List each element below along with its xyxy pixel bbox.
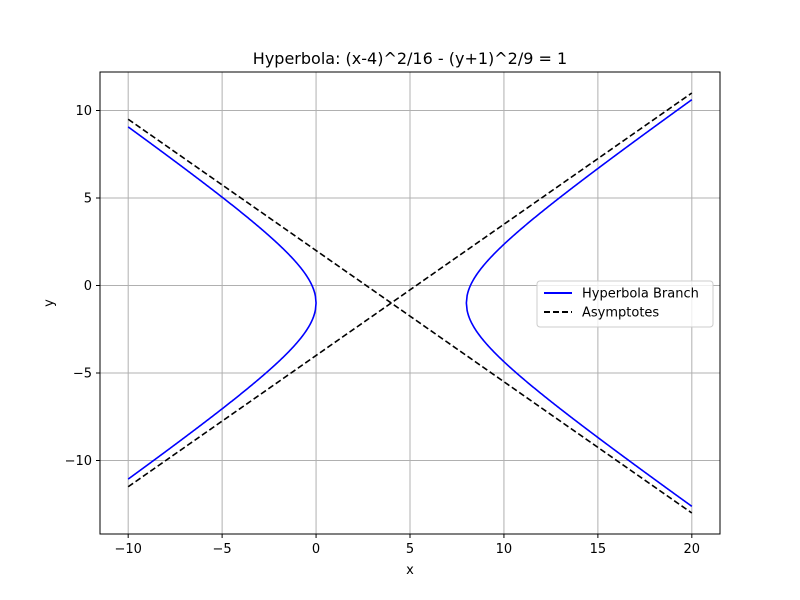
hyperbola-right-branch [465,99,693,507]
y-tick-label: −10 [65,454,92,469]
data-layer [127,92,693,514]
x-tick-label: 15 [590,542,607,557]
ticks: −10 −5 0 5 10 15 20 −10 −5 0 5 10 [65,104,701,557]
x-tick-label: −10 [114,542,141,557]
y-axis-label: y [42,299,57,307]
legend-label-hyperbola-branch: Hyperbola Branch [582,287,699,302]
legend: Hyperbola Branch Asymptotes [536,280,714,328]
asymptote-rising [127,92,693,488]
asymptote-falling [127,118,693,514]
x-tick-label: 20 [684,542,701,557]
chart-title: Hyperbola: (x-4)^2/16 - (y+1)^2/9 = 1 [253,49,567,68]
legend-label-asymptotes: Asymptotes [582,306,659,321]
hyperbola-left-branch [127,126,317,480]
y-tick-label: 5 [84,192,92,207]
y-tick-label: 10 [75,104,92,119]
legend-box [536,280,714,328]
x-axis-label: x [406,563,414,578]
x-tick-label: 5 [406,542,414,557]
x-tick-label: −5 [213,542,232,557]
y-tick-label: 0 [84,279,92,294]
x-tick-label: 0 [312,542,320,557]
y-tick-label: −5 [73,367,92,382]
x-tick-label: 10 [496,542,513,557]
